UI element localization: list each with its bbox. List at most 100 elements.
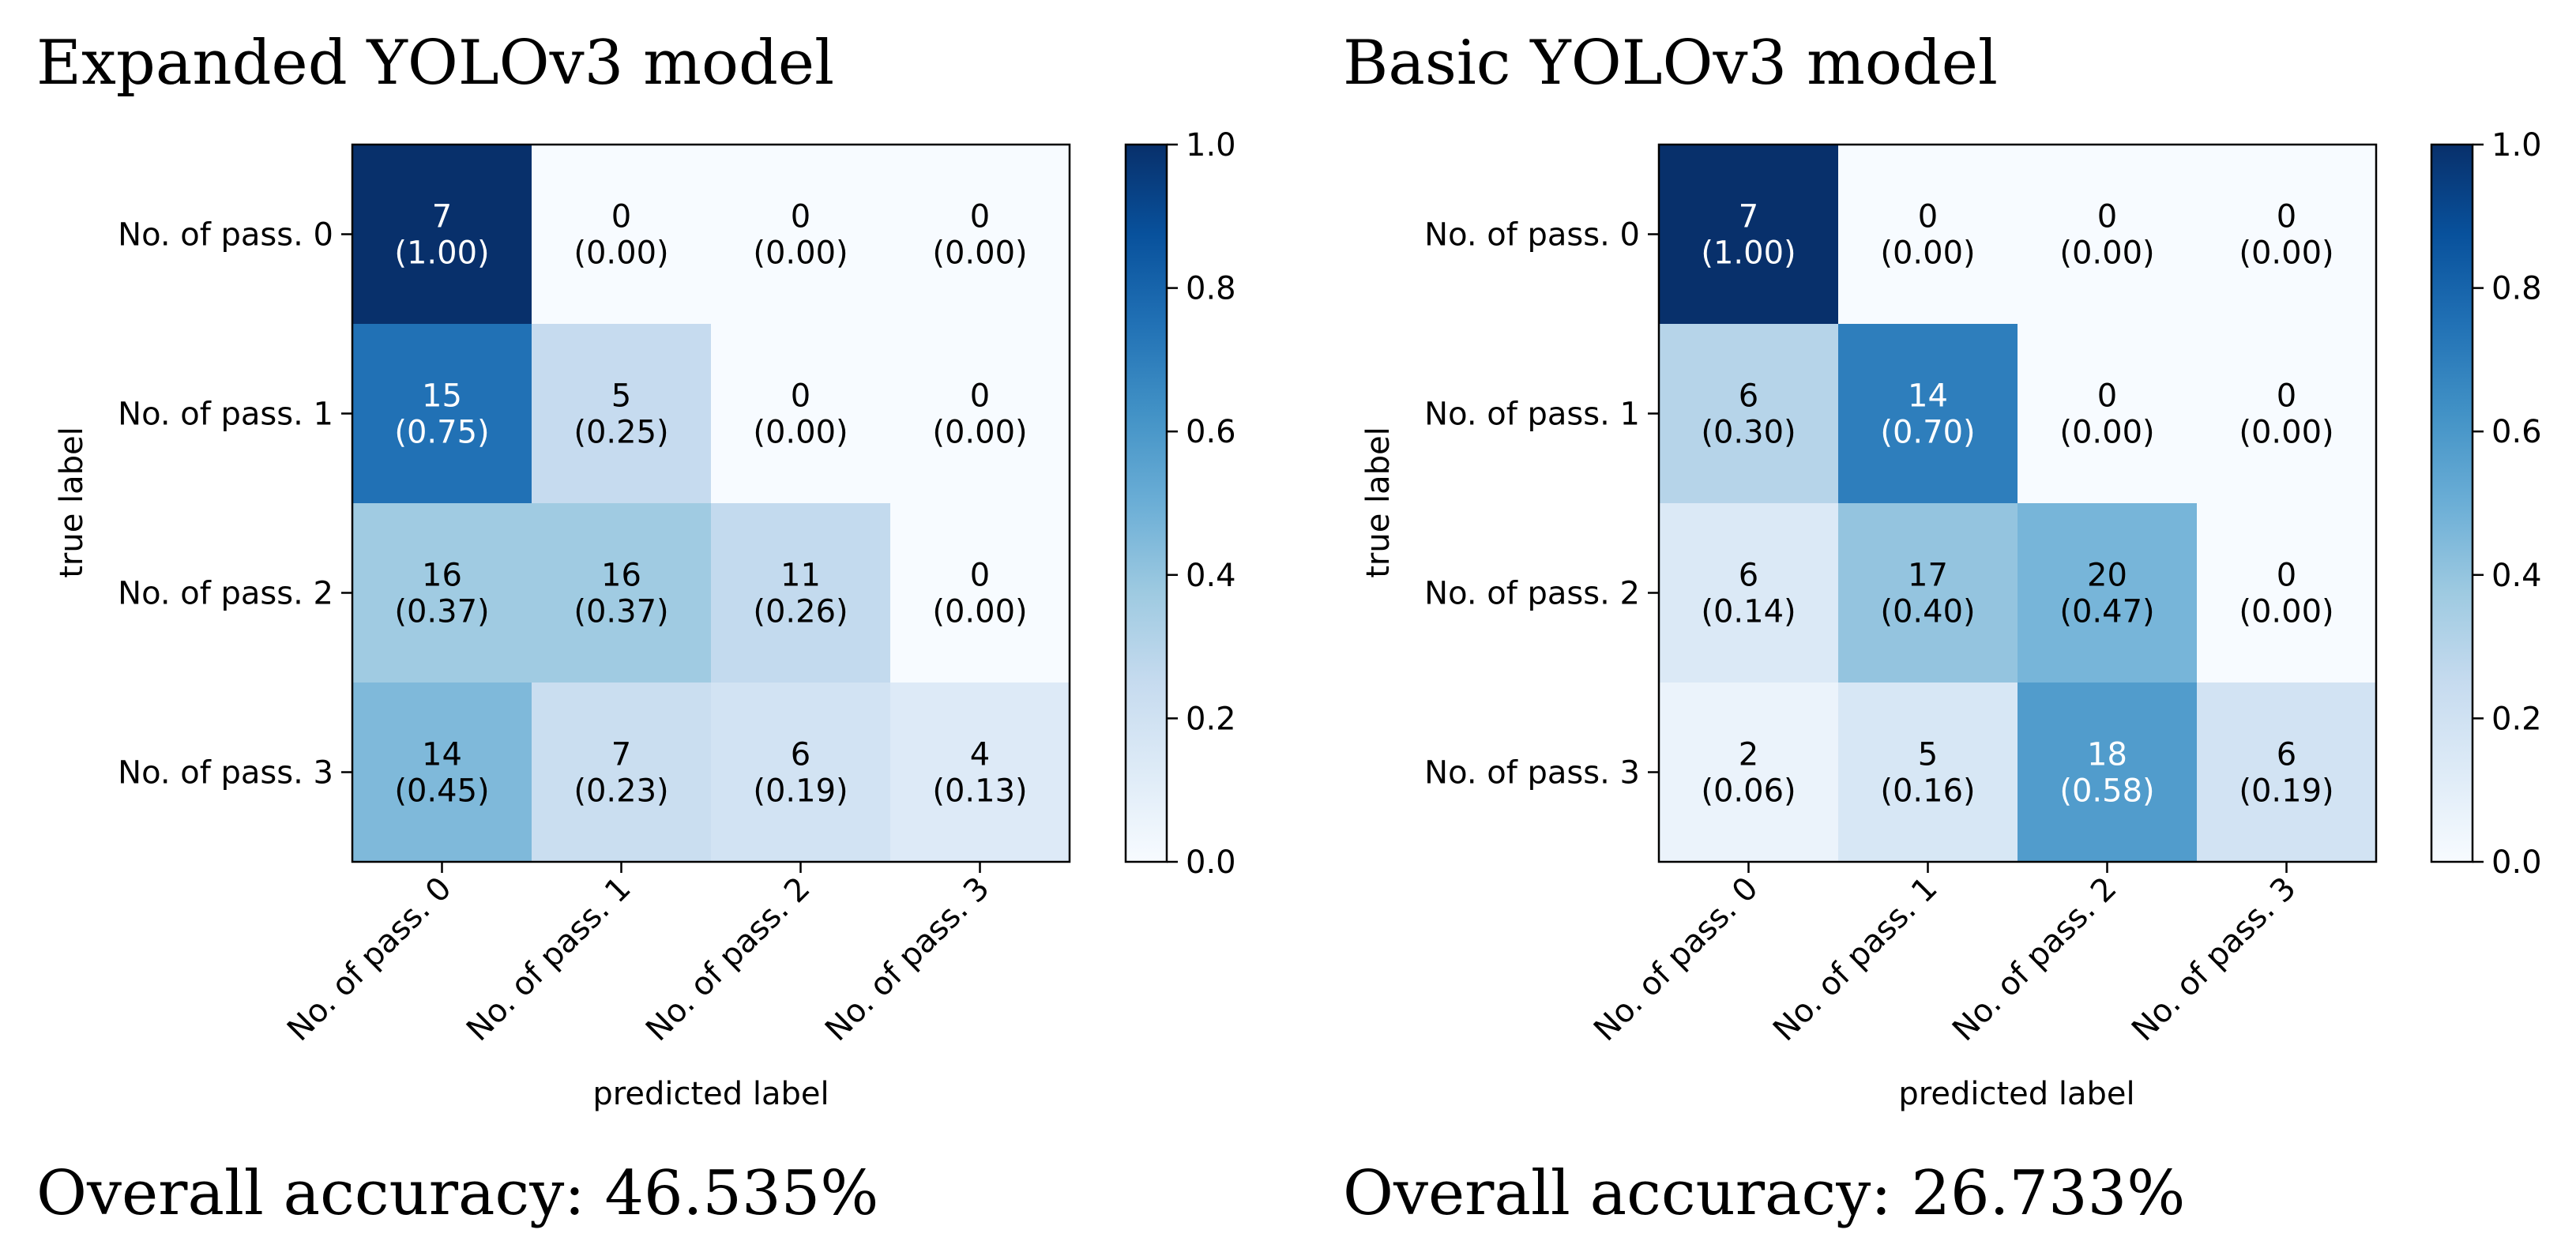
cell-count-label: 6 bbox=[791, 737, 810, 773]
colorbar-tick-label: 0.6 bbox=[2491, 414, 2542, 450]
heatmap-cell bbox=[2018, 683, 2198, 863]
heatmap-cell bbox=[2197, 503, 2377, 683]
cell-proportion-label: (0.00) bbox=[1880, 235, 1975, 272]
cell-proportion-label: (0.37) bbox=[573, 594, 668, 630]
cell-count-label: 7 bbox=[1739, 199, 1758, 235]
cell-count-label: 0 bbox=[2277, 199, 2296, 235]
overall-accuracy: Overall accuracy: 26.733% bbox=[1343, 1158, 2185, 1229]
heatmap-cell bbox=[711, 683, 891, 863]
cell-proportion-label: (1.00) bbox=[394, 235, 489, 272]
colorbar-tick-label: 0.2 bbox=[1186, 701, 1236, 737]
cell-count-label: 5 bbox=[611, 378, 631, 415]
heatmap-cell bbox=[2197, 145, 2377, 325]
cell-count-label: 20 bbox=[2087, 558, 2127, 594]
y-tick-label: No. of pass. 3 bbox=[118, 755, 333, 792]
cell-proportion-label: (0.06) bbox=[1701, 773, 1796, 810]
cell-count-label: 4 bbox=[970, 737, 990, 773]
heatmap-cell bbox=[2018, 324, 2198, 504]
cell-count-label: 6 bbox=[2277, 737, 2296, 773]
heatmap-cell bbox=[2197, 683, 2377, 863]
cell-proportion-label: (0.47) bbox=[2059, 594, 2154, 630]
heatmap-cell bbox=[1838, 324, 2018, 504]
colorbar: 0.0 0.2 0.4 0.6 0.8 1.0 bbox=[2430, 127, 2542, 881]
cell-proportion-label: (0.00) bbox=[2239, 415, 2333, 451]
cell-count-label: 14 bbox=[1908, 378, 1948, 415]
cell-count-label: 0 bbox=[791, 378, 810, 415]
heatmap-cell bbox=[711, 324, 891, 504]
panel-basic-model: Basic YOLOv3 model 7(1.00)0(0.00)0(0.00)… bbox=[1343, 28, 2542, 1229]
y-tick-label: No. of pass. 0 bbox=[118, 217, 333, 254]
cell-proportion-label: (0.40) bbox=[1880, 594, 1975, 630]
cell-count-label: 0 bbox=[791, 199, 810, 235]
cell-count-label: 7 bbox=[611, 737, 631, 773]
heatmap-cell bbox=[532, 503, 712, 683]
colorbar-tick-label: 0.4 bbox=[2491, 558, 2542, 594]
heatmap-cell bbox=[890, 683, 1070, 863]
heatmap-cell bbox=[1838, 503, 2018, 683]
colorbar: 0.0 0.2 0.4 0.6 0.8 1.0 bbox=[1124, 127, 1236, 881]
x-tick-label: No. of pass. 1 bbox=[460, 871, 637, 1048]
x-tick-labels: No. of pass. 0 No. of pass. 1 No. of pass.… bbox=[1587, 862, 2303, 1048]
cell-proportion-label: (0.23) bbox=[573, 773, 668, 810]
colorbar-tick-label: 0.8 bbox=[1186, 271, 1236, 307]
y-tick-labels: No. of pass. 0 No. of pass. 1 No. of pass.… bbox=[1424, 217, 1659, 792]
cell-proportion-label: (0.14) bbox=[1701, 594, 1796, 630]
cell-proportion-label: (0.45) bbox=[394, 773, 489, 810]
colorbar-tick-label: 1.0 bbox=[2491, 127, 2542, 164]
cell-count-label: 5 bbox=[1918, 737, 1938, 773]
x-tick-label: No. of pass. 0 bbox=[1587, 871, 1765, 1048]
panel-expanded-model: Expanded YOLOv3 model 7(1.00)0(0.00)0(0.… bbox=[36, 28, 1236, 1229]
heatmap-cell bbox=[352, 503, 532, 683]
cell-proportion-label: (0.00) bbox=[932, 415, 1027, 451]
colorbar-gradient bbox=[1124, 143, 1168, 863]
heatmap-cell bbox=[1838, 683, 2018, 863]
colorbar-tick-label: 0.6 bbox=[1186, 414, 1236, 450]
cell-proportion-label: (0.00) bbox=[753, 235, 848, 272]
cell-proportion-label: (0.75) bbox=[394, 415, 489, 451]
heatmap-cell bbox=[2018, 145, 2198, 325]
cell-proportion-label: (0.00) bbox=[932, 594, 1027, 630]
cell-proportion-label: (0.26) bbox=[753, 594, 848, 630]
cell-count-label: 7 bbox=[432, 199, 452, 235]
y-tick-label: No. of pass. 0 bbox=[1424, 217, 1640, 254]
heatmap-cell bbox=[352, 324, 532, 504]
heatmap-cell bbox=[2197, 324, 2377, 504]
colorbar-tick-label: 0.2 bbox=[2491, 701, 2542, 737]
heatmap-cell bbox=[352, 683, 532, 863]
cell-proportion-label: (0.13) bbox=[932, 773, 1027, 810]
panel-title: Expanded YOLOv3 model bbox=[36, 28, 834, 99]
cell-count-label: 0 bbox=[970, 199, 990, 235]
cell-count-label: 0 bbox=[970, 558, 990, 594]
heatmap-cell bbox=[1838, 145, 2018, 325]
heatmap-cell bbox=[532, 683, 712, 863]
cell-proportion-label: (0.70) bbox=[1880, 415, 1975, 451]
cell-proportion-label: (1.00) bbox=[1701, 235, 1796, 272]
cell-count-label: 0 bbox=[2097, 199, 2117, 235]
heatmap-cell bbox=[1659, 683, 1839, 863]
cell-proportion-label: (0.00) bbox=[2059, 235, 2154, 272]
cell-count-label: 16 bbox=[422, 558, 462, 594]
cell-count-label: 14 bbox=[422, 737, 462, 773]
colorbar-tick-label: 0.0 bbox=[1186, 844, 1236, 881]
cell-count-label: 11 bbox=[780, 558, 821, 594]
cell-proportion-label: (0.00) bbox=[573, 235, 668, 272]
colorbar-tick-label: 1.0 bbox=[1186, 127, 1236, 164]
x-tick-label: No. of pass. 0 bbox=[280, 871, 458, 1048]
x-tick-label: No. of pass. 3 bbox=[818, 871, 996, 1048]
cell-proportion-label: (0.58) bbox=[2059, 773, 2154, 810]
cell-count-label: 2 bbox=[1739, 737, 1758, 773]
cell-proportion-label: (0.00) bbox=[932, 235, 1027, 272]
cell-proportion-label: (0.00) bbox=[2239, 594, 2333, 630]
heatmap-cells: 7(1.00)0(0.00)0(0.00)0(0.00)6(0.30)14(0.… bbox=[1657, 143, 2378, 863]
cell-count-label: 0 bbox=[2277, 378, 2296, 415]
cell-count-label: 6 bbox=[1739, 558, 1758, 594]
heatmap-cell bbox=[890, 503, 1070, 683]
heatmap-cell bbox=[711, 503, 891, 683]
cell-count-label: 15 bbox=[422, 378, 462, 415]
heatmap-cell bbox=[2018, 503, 2198, 683]
cell-proportion-label: (0.19) bbox=[753, 773, 848, 810]
x-tick-label: No. of pass. 3 bbox=[2125, 871, 2303, 1048]
panel-title: Basic YOLOv3 model bbox=[1343, 28, 1998, 99]
y-tick-labels: No. of pass. 0 No. of pass. 1 No. of pass.… bbox=[118, 217, 352, 792]
